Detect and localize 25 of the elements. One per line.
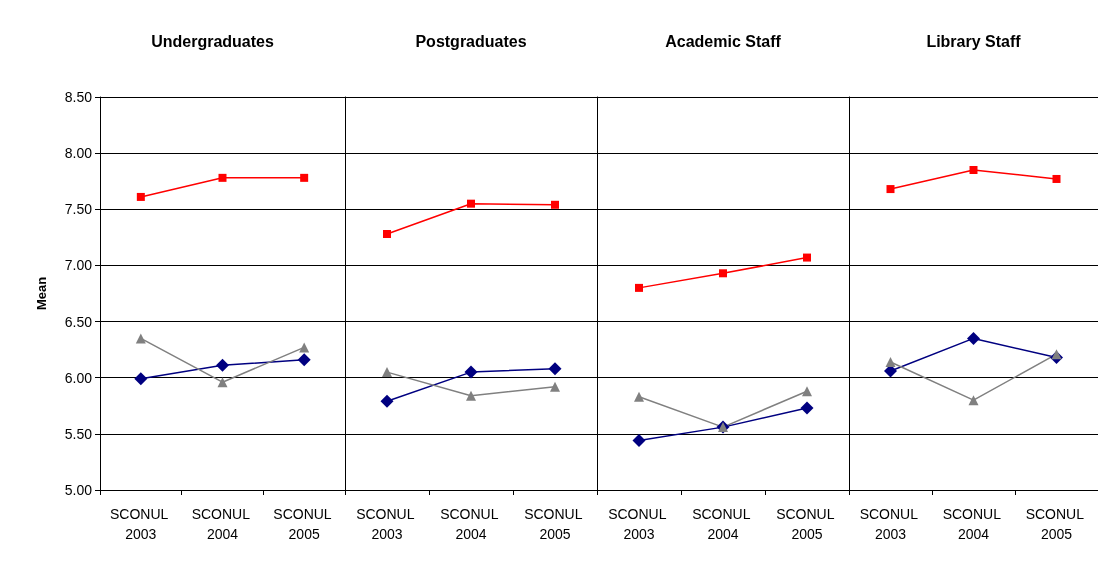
x-tick-label: SCONUL 2004 [191,506,254,542]
x-tick-label: SCONUL 2005 [1025,506,1088,542]
y-tick-label: 6.50 [64,313,93,330]
y-axis-title: Mean [34,276,49,311]
x-tick-label: SCONUL 2004 [692,506,754,542]
x-tick-label: SCONUL 2003 [109,506,172,542]
chart-title: Undergraduates [151,32,274,50]
y-tick-label: 7.50 [64,201,93,218]
x-tick-label: SCONUL 2004 [440,506,502,542]
x-tick-label: SCONUL 2005 [524,506,586,542]
x-tick-label: SCONUL 2003 [608,506,670,542]
chart-title: Library Staff [926,32,1022,50]
y-tick-label: 7.00 [64,257,93,274]
y-tick-label: 8.50 [64,89,93,105]
y-tick-label: 5.50 [64,425,93,442]
x-tick-label: SCONUL 2003 [859,506,922,542]
x-tick-label: SCONUL 2005 [776,506,838,542]
x-tick-label: SCONUL 2004 [942,506,1005,542]
x-tick-label: SCONUL 2005 [273,506,336,542]
y-tick-label: 6.00 [64,369,93,386]
y-tick-label: 8.00 [64,145,93,162]
chart-title: Postgraduates [415,32,527,50]
x-tick-label: SCONUL 2003 [356,506,418,542]
chart-title: Academic Staff [665,32,782,50]
y-tick-label: 5.00 [64,482,93,498]
